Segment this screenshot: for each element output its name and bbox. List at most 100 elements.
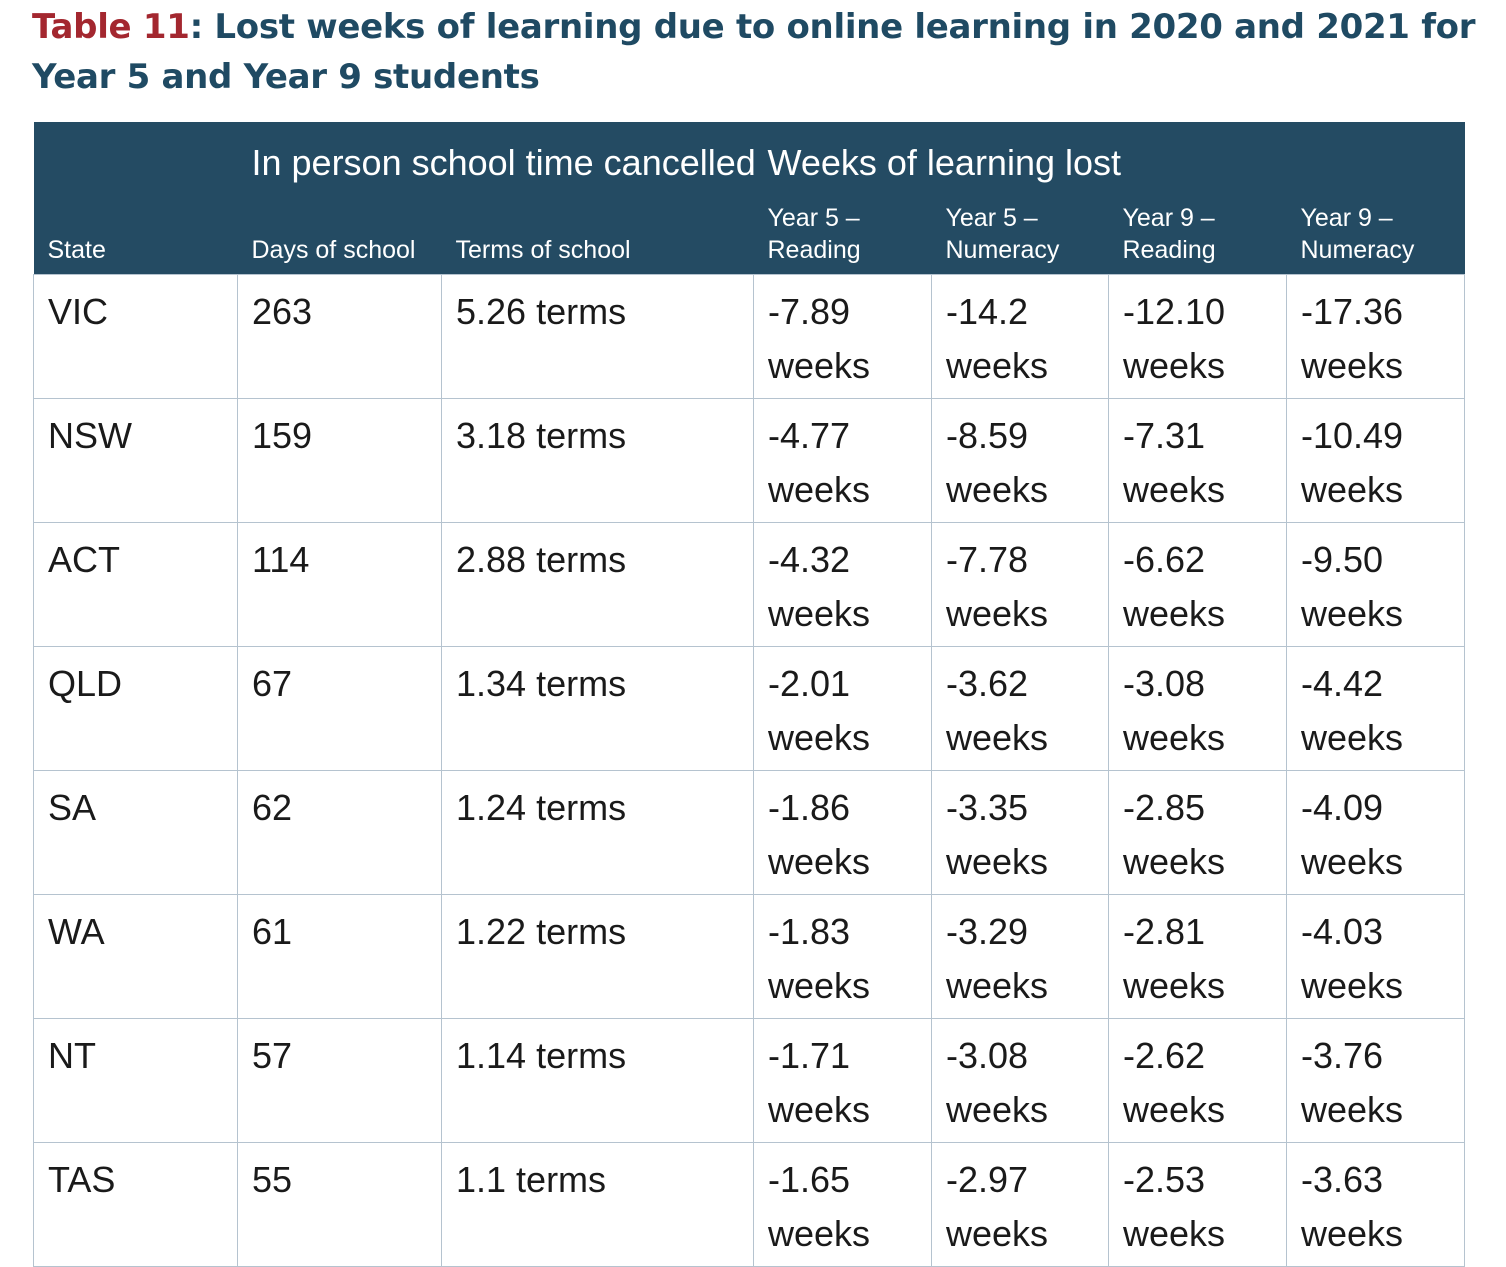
table-row-nt: NT 57 1.14 terms -1.71 weeks -3.08 weeks -… <box>33 1018 1466 1143</box>
header-blank <box>33 122 238 186</box>
cell-state: NT <box>33 1018 238 1143</box>
weeks-value: -14.2 <box>946 291 1029 332</box>
table-row-act: ACT 114 2.88 terms -4.32 weeks -7.78 weeks… <box>33 522 1466 647</box>
weeks-unit: weeks <box>768 841 871 882</box>
cell-state: ACT <box>33 522 238 647</box>
cell-y9-numeracy: -3.63 weeks <box>1285 1142 1466 1267</box>
table-title: Table 11: Lost weeks of learning due to … <box>32 2 1482 102</box>
cell-y9-reading: -2.53 weeks <box>1108 1142 1287 1267</box>
cell-y5-numeracy: -2.97 weeks <box>931 1142 1109 1267</box>
cell-y9-reading: -12.10 weeks <box>1108 274 1287 399</box>
header-group-weeks-lost: Weeks of learning lost <box>753 122 1465 186</box>
cell-state: SA <box>33 770 238 895</box>
cell-y5-reading: -4.32 weeks <box>753 522 932 647</box>
weeks-value: -2.62 <box>1123 1035 1206 1076</box>
weeks-value: -1.65 <box>768 1159 851 1200</box>
weeks-value: -4.32 <box>768 539 851 580</box>
weeks-value: -2.85 <box>1123 787 1206 828</box>
cell-y9-numeracy: -9.50 weeks <box>1285 522 1466 647</box>
table-row-qld: QLD 67 1.34 terms -2.01 weeks -3.62 weeks … <box>33 646 1466 771</box>
cell-days: 159 <box>237 398 442 523</box>
weeks-value: -1.71 <box>768 1035 851 1076</box>
cell-y9-reading: -2.62 weeks <box>1108 1018 1287 1143</box>
cell-days: 62 <box>237 770 442 895</box>
cell-terms: 1.24 terms <box>441 770 754 895</box>
lost-weeks-table: In person school time cancelled Weeks of… <box>33 122 1466 1267</box>
cell-state: WA <box>33 894 238 1019</box>
cell-y5-reading: -1.71 weeks <box>753 1018 932 1143</box>
cell-y5-numeracy: -8.59 weeks <box>931 398 1109 523</box>
weeks-value: -2.53 <box>1123 1159 1206 1200</box>
cell-terms: 5.26 terms <box>441 274 754 399</box>
weeks-value: -2.01 <box>768 663 851 704</box>
cell-y9-reading: -6.62 weeks <box>1108 522 1287 647</box>
weeks-unit: weeks <box>1301 1213 1404 1254</box>
cell-terms: 1.14 terms <box>441 1018 754 1143</box>
weeks-value: -1.83 <box>768 911 851 952</box>
weeks-value: -9.50 <box>1301 539 1384 580</box>
cell-days: 114 <box>237 522 442 647</box>
weeks-value: -7.31 <box>1123 415 1206 456</box>
weeks-unit: weeks <box>768 593 871 634</box>
header-terms: Terms of school <box>441 186 754 275</box>
weeks-unit: weeks <box>1301 717 1404 758</box>
header-state: State <box>33 186 238 275</box>
weeks-unit: weeks <box>768 345 871 386</box>
weeks-unit: weeks <box>768 1213 871 1254</box>
weeks-unit: weeks <box>768 469 871 510</box>
cell-y9-numeracy: -3.76 weeks <box>1285 1018 1466 1143</box>
weeks-value: -3.63 <box>1301 1159 1384 1200</box>
weeks-unit: weeks <box>1123 965 1226 1006</box>
cell-y9-reading: -7.31 weeks <box>1108 398 1287 523</box>
cell-state: VIC <box>33 274 238 399</box>
weeks-unit: weeks <box>946 469 1049 510</box>
weeks-value: -17.36 <box>1301 291 1404 332</box>
weeks-value: -4.03 <box>1301 911 1384 952</box>
weeks-unit: weeks <box>1123 717 1226 758</box>
weeks-unit: weeks <box>1123 469 1226 510</box>
table-row-tas: TAS 55 1.1 terms -1.65 weeks -2.97 weeks -… <box>33 1142 1466 1267</box>
weeks-unit: weeks <box>1123 1089 1226 1130</box>
weeks-unit: weeks <box>946 345 1049 386</box>
table-row-sa: SA 62 1.24 terms -1.86 weeks -3.35 weeks -… <box>33 770 1466 895</box>
cell-state: NSW <box>33 398 238 523</box>
table-row-wa: WA 61 1.22 terms -1.83 weeks -3.29 weeks -… <box>33 894 1466 1019</box>
table-row-vic: VIC 263 5.26 terms -7.89 weeks -14.2 weeks… <box>33 274 1466 399</box>
weeks-unit: weeks <box>1301 593 1404 634</box>
cell-y9-reading: -3.08 weeks <box>1108 646 1287 771</box>
header-y9-numeracy: Year 9 – Numeracy <box>1286 186 1465 275</box>
weeks-value: -4.77 <box>768 415 851 456</box>
weeks-unit: weeks <box>1301 965 1404 1006</box>
weeks-unit: weeks <box>1123 593 1226 634</box>
cell-y9-numeracy: -4.03 weeks <box>1285 894 1466 1019</box>
cell-y9-numeracy: -10.49 weeks <box>1285 398 1466 523</box>
cell-y5-reading: -1.86 weeks <box>753 770 932 895</box>
cell-y9-reading: -2.81 weeks <box>1108 894 1287 1019</box>
cell-days: 55 <box>237 1142 442 1267</box>
cell-days: 61 <box>237 894 442 1019</box>
header-days: Days of school <box>237 186 442 275</box>
cell-terms: 3.18 terms <box>441 398 754 523</box>
weeks-value: -4.42 <box>1301 663 1384 704</box>
weeks-value: -2.97 <box>946 1159 1029 1200</box>
weeks-unit: weeks <box>946 965 1049 1006</box>
weeks-unit: weeks <box>1123 841 1226 882</box>
cell-y5-reading: -1.83 weeks <box>753 894 932 1019</box>
cell-days: 67 <box>237 646 442 771</box>
cell-state: TAS <box>33 1142 238 1267</box>
cell-y5-reading: -7.89 weeks <box>753 274 932 399</box>
cell-y5-numeracy: -7.78 weeks <box>931 522 1109 647</box>
weeks-unit: weeks <box>1301 841 1404 882</box>
cell-y5-numeracy: -3.35 weeks <box>931 770 1109 895</box>
cell-y9-numeracy: -4.09 weeks <box>1285 770 1466 895</box>
cell-terms: 1.1 terms <box>441 1142 754 1267</box>
weeks-value: -8.59 <box>946 415 1029 456</box>
weeks-unit: weeks <box>946 593 1049 634</box>
weeks-unit: weeks <box>1123 345 1226 386</box>
header-y5-numeracy: Year 5 – Numeracy <box>931 186 1109 275</box>
weeks-value: -7.89 <box>768 291 851 332</box>
weeks-unit: weeks <box>1301 469 1404 510</box>
cell-y9-numeracy: -4.42 weeks <box>1285 646 1466 771</box>
cell-y9-reading: -2.85 weeks <box>1108 770 1287 895</box>
weeks-unit: weeks <box>1301 345 1404 386</box>
